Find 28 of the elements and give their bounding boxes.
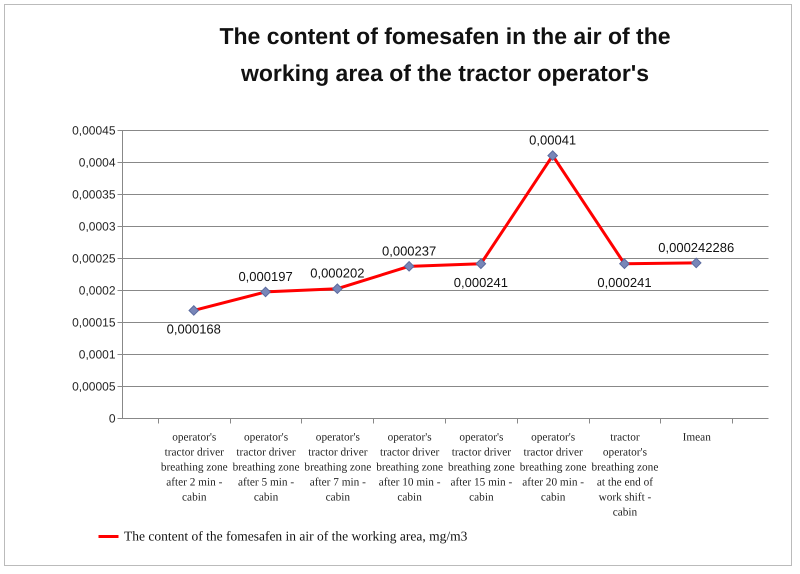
y-tick-label: 0,0002: [78, 284, 116, 298]
y-tick-label: 0,00035: [72, 188, 116, 202]
y-tick-label: 0,0004: [78, 156, 116, 170]
x-tick-label: operator's tractor driver breathing zone after 20 min - cabin: [520, 432, 587, 504]
x-tick-label: tractor operator's breathing zone at the end of work shift - cabin: [592, 432, 658, 518]
data-label: 0,000241: [454, 274, 508, 290]
y-tick-label: 0,00015: [72, 316, 116, 330]
y-tick-label: 0,0003: [78, 220, 116, 234]
x-tick-label: operator's tractor driver breathing zone after 5 min - cabin: [232, 432, 300, 504]
y-tick-label: 0,00045: [72, 124, 116, 138]
y-tick-label: 0,00025: [72, 252, 116, 266]
data-label: 0,000197: [238, 268, 293, 284]
y-tick-label: 0,00005: [72, 380, 116, 394]
x-tick-label: operator's tractor driver breathing zone after 15 min - cabin: [448, 432, 515, 504]
data-label: 0,000168: [166, 321, 221, 336]
data-label: 0,000202: [310, 266, 364, 281]
x-tick-label: operator's tractor driver breathing zone after 2 min - cabin: [160, 432, 228, 504]
y-tick-label: 0,0001: [78, 348, 116, 362]
data-label: 0,000237: [382, 243, 436, 258]
data-label: 0,000241: [597, 274, 652, 290]
y-tick-label: 0: [108, 412, 116, 426]
legend-label: The content of the fomesafen in air of the working area, mg/m3: [124, 528, 468, 544]
data-label: 0,000242286: [658, 240, 734, 255]
x-tick-label: operator's tractor driver breathing zone after 10 min - cabin: [376, 432, 444, 504]
data-label: 0,00041: [529, 132, 576, 148]
x-tick-label: Imean: [682, 432, 712, 444]
chart-title: The content of fomesafen in the air of the working area of the tractor operator's: [219, 23, 671, 86]
x-tick-label: operator's tractor driver breathing zone after 7 min - cabin: [304, 432, 372, 504]
